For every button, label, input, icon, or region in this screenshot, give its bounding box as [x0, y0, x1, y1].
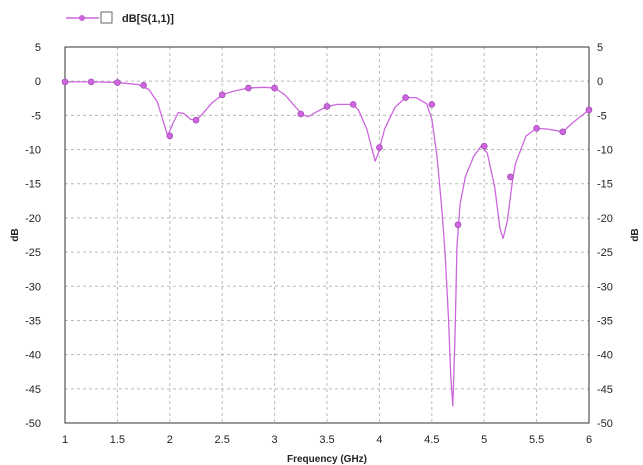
series-marker [297, 110, 305, 118]
series-marker [585, 106, 593, 114]
series-marker [402, 94, 409, 101]
series-marker [218, 91, 226, 99]
series-marker [428, 101, 436, 108]
y-axis-title-left: dB [10, 228, 21, 241]
y-tick-label-left: -20 [25, 213, 41, 225]
y-axis-title-right: dB [630, 228, 641, 241]
y-tick-label-right: -45 [597, 384, 613, 396]
series-marker [61, 78, 69, 86]
series-marker [454, 221, 462, 229]
series-marker [507, 173, 514, 181]
y-tick-label-left: -25 [25, 247, 41, 259]
y-tick-label-left: -30 [25, 281, 41, 293]
x-tick-label: 5 [481, 434, 487, 446]
series-marker [245, 84, 252, 92]
series-marker [480, 142, 488, 150]
x-tick-label: 1 [62, 434, 68, 446]
y-tick-label-right: -40 [597, 350, 613, 362]
series-marker [533, 125, 540, 132]
series-marker [87, 78, 95, 86]
y-tick-label-left: -10 [25, 145, 41, 157]
y-tick-label-right: -30 [597, 281, 613, 293]
x-tick-label: 1.5 [110, 434, 125, 446]
y-tick-label-right: -35 [597, 315, 613, 327]
y-tick-label-right: -10 [597, 145, 613, 157]
legend-checkbox[interactable] [100, 11, 113, 24]
x-tick-label: 3.5 [319, 434, 334, 446]
x-tick-label: 4 [376, 434, 382, 446]
y-tick-label-left: -5 [31, 110, 41, 122]
x-tick-label: 4.5 [424, 434, 439, 446]
y-tick-label-right: -20 [597, 213, 613, 225]
series-marker [376, 144, 383, 151]
x-axis-title: Frequency (GHz) [287, 454, 367, 465]
x-tick-label: 6 [586, 434, 592, 446]
series-marker [349, 101, 357, 108]
y-tick-label-left: -15 [25, 179, 41, 191]
series-marker [559, 128, 567, 136]
x-tick-label: 2.5 [215, 434, 230, 446]
legend: dB[S(1,1)] [66, 11, 174, 25]
series-marker [140, 81, 147, 89]
series-marker [271, 84, 278, 92]
x-tick-label: 5.5 [529, 434, 544, 446]
plot-frame [64, 46, 590, 424]
y-tick-label-right: -50 [597, 418, 613, 430]
series-group [61, 78, 593, 407]
series-line [65, 81, 590, 407]
y-tick-label-left: -50 [25, 418, 41, 430]
series-marker [114, 79, 121, 86]
y-tick-label-left: 0 [35, 76, 41, 88]
ticks: 1 1.5 2 2.5 3 3.5 4 4.5 5 5.5 6 5 5 0 0 -5 -5 -10 -10 -15 -1… [25, 42, 613, 446]
y-tick-label-right: -5 [597, 110, 607, 122]
y-tick-label-left: -35 [25, 315, 41, 327]
y-tick-label-right: -15 [597, 179, 613, 191]
x-tick-label: 2 [167, 434, 173, 446]
y-tick-label-right: 0 [597, 76, 603, 88]
series-marker [166, 132, 174, 140]
y-tick-label-left: -45 [25, 384, 41, 396]
x-tick-label: 3 [272, 434, 278, 446]
series-marker [192, 116, 200, 124]
legend-label: dB[S(1,1)] [122, 13, 174, 25]
series-marker [323, 103, 331, 110]
legend-marker-swatch [79, 15, 85, 21]
y-tick-label-right: -25 [597, 247, 613, 259]
y-tick-label-left: 5 [35, 42, 41, 54]
y-tick-label-left: -40 [25, 350, 41, 362]
y-tick-label-right: 5 [597, 42, 603, 54]
